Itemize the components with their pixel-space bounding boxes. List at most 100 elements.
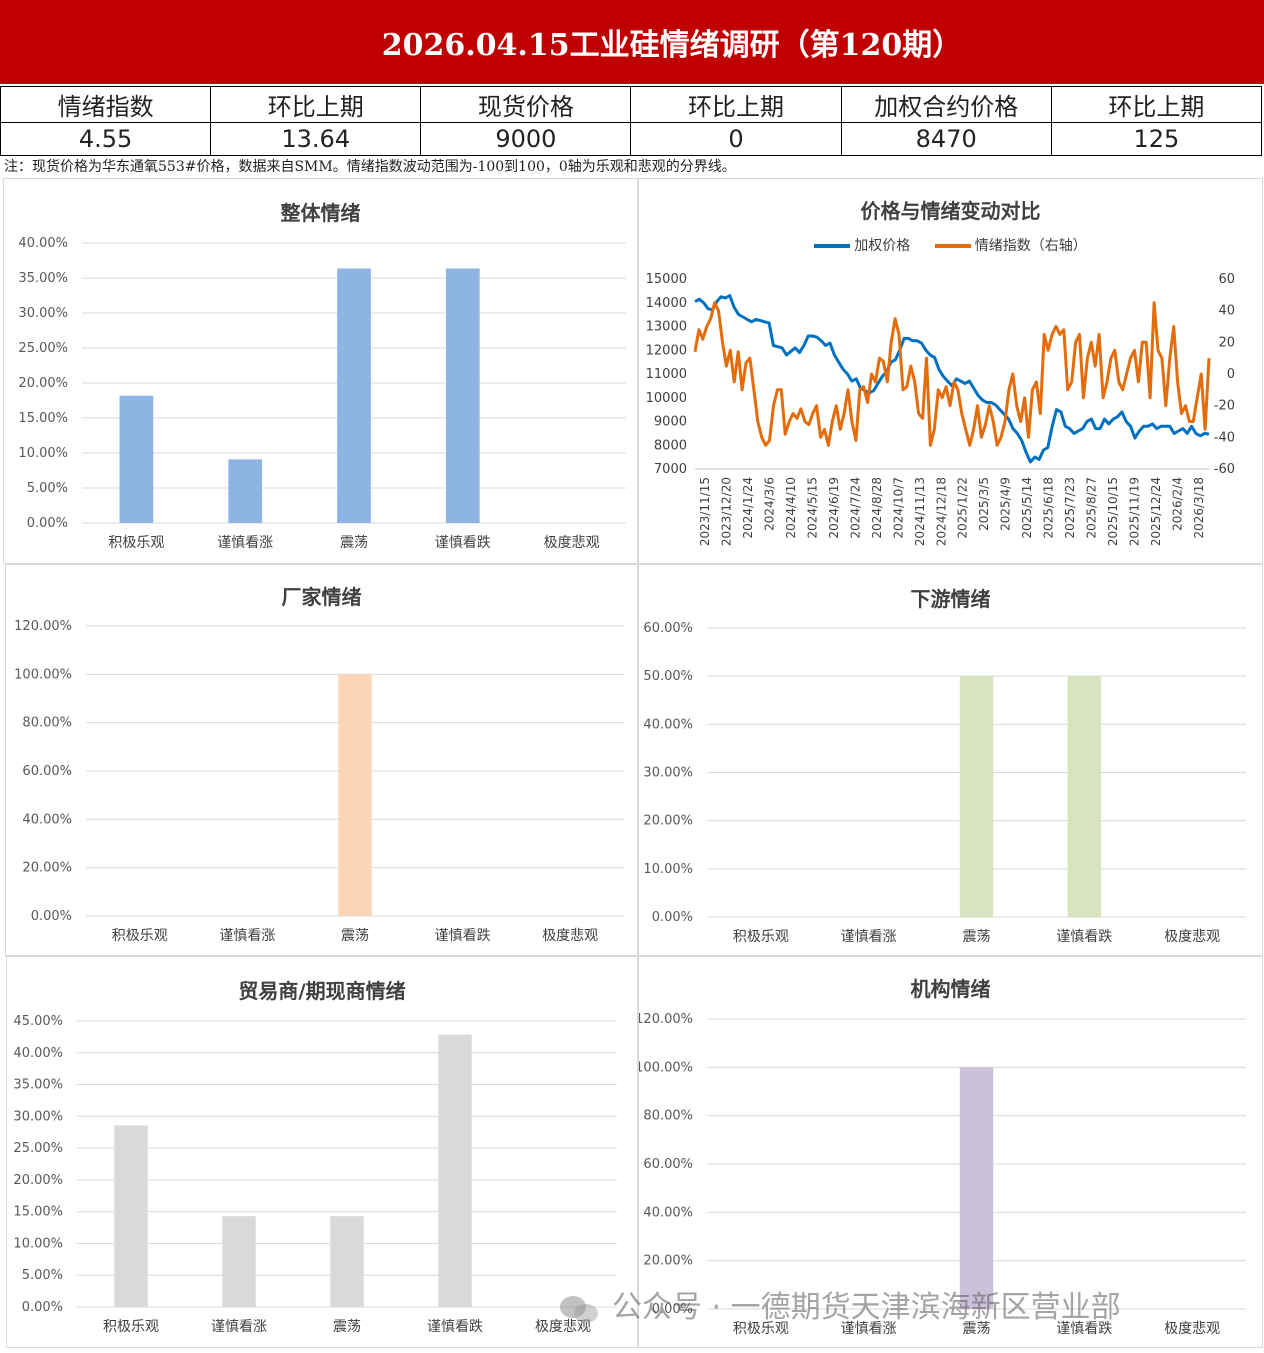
y-left-tick-label: 7000 [654,462,687,477]
y-tick-label: 0.00% [31,909,72,924]
watermark-text: 公众号 · 一德期货天津滨海新区营业部 [612,1290,1121,1325]
bar [959,1067,994,1309]
x-tick-label: 积极乐观 [733,929,789,945]
legend-item-price: 加权价格 [814,238,910,254]
bar [1067,676,1102,917]
y-tick-label: 20.00% [13,1173,63,1188]
chart-title: 下游情绪 [910,587,991,611]
x-tick-label: 震荡 [341,928,369,944]
bar [445,268,480,523]
x-tick-label: 谨慎看跌 [435,928,491,944]
sentiment-series-line [693,301,1211,447]
downstream-sentiment-chart: 0.00% 10.00% 20.00% 30.00% 40.00% 50.00% 60.00… [643,621,1246,945]
y-tick-label: 20.00% [643,1254,693,1269]
y-tick-label: 25.00% [18,341,68,356]
bar [330,1216,364,1307]
x-tick-label: 谨慎看跌 [435,535,491,551]
y-tick-label: 20.00% [22,861,72,876]
x-tick-label: 谨慎看涨 [217,535,273,551]
y-tick-label: 120.00% [14,619,72,634]
x-tick-label: 震荡 [963,1321,991,1337]
y-left-tick-label: 8000 [654,438,687,453]
y-right-tick-label: 20 [1218,335,1235,350]
x-tick-label: 2024/4/10 [784,477,798,539]
x-tick-label: 谨慎看涨 [211,1319,267,1335]
x-tick-label: 极度悲观 [1164,1320,1220,1337]
x-tick-label: 2024/5/15 [805,477,819,539]
summary-value-cell: 8470 [840,122,1052,156]
summary-header-cell: 环比上期 [630,86,842,123]
y-tick-label: 100.00% [14,667,72,682]
x-tick-label: 积极乐观 [112,928,168,944]
y-tick-label: 20.00% [18,376,68,391]
y-tick-label: 40.00% [643,717,693,732]
y-right-tick-label: -40 [1214,430,1235,445]
y-tick-label: 10.00% [643,862,693,877]
trader-sentiment-panel: 贸易商/期现商情绪 0.00% 5.00% 10.00% 15.00% 20.00% 25… [6,956,638,1348]
x-tick-label: 2025/4/9 [999,477,1013,531]
x-tick-label: 震荡 [340,535,368,551]
y-right-tick-label: 60 [1218,272,1235,287]
x-tick-label: 极度悲观 [542,927,598,944]
watermark: 公众号 · 一德期货天津滨海新区营业部 [560,1282,1121,1326]
x-tick-label: 2024/8/28 [870,477,884,539]
x-tick-label: 2023/11/15 [698,477,712,546]
x-tick-label: 2025/1/22 [956,477,970,539]
y-tick-label: 80.00% [643,1109,693,1124]
legend-swatch [814,244,851,248]
x-tick-label: 2025/10/15 [1106,477,1120,546]
x-tick-label: 积极乐观 [733,1321,789,1337]
x-tick-label: 2024/11/13 [913,477,927,546]
x-tick-label: 2024/3/6 [762,477,776,531]
y-left-tick-label: 9000 [654,415,687,430]
x-tick-label: 2025/12/24 [1149,477,1163,546]
y-tick-label: 80.00% [22,716,72,731]
x-tick-label: 2025/5/14 [1020,477,1034,539]
page-title: 2026.04.15工业硅情绪调研（第120期） [381,28,963,63]
x-tick-label: 2024/12/18 [934,477,948,546]
y-tick-label: 5.00% [27,481,68,496]
bar [222,1216,256,1307]
x-tick-label: 极度悲观 [544,534,600,551]
x-tick-label: 积极乐观 [103,1319,159,1335]
x-tick-label: 谨慎看跌 [1056,1321,1112,1337]
y-tick-label: 40.00% [643,1205,693,1220]
x-tick-label: 2026/2/4 [1171,477,1185,531]
price-sentiment-panel: 价格与情绪变动对比 加权价格 情绪指数（右轴） 7000 8000 9000 1000… [638,178,1263,564]
summary-value-cell: 125 [1050,122,1263,156]
summary-value-cell: 9000 [420,122,632,156]
x-tick-label: 2024/1/24 [741,477,755,539]
overall-sentiment-panel: 整体情绪 0.00% 5.00% 10.00% 15.00% 20.00% 25.00% 3… [3,178,638,564]
x-tick-label: 谨慎看涨 [841,929,897,945]
x-tick-label: 2025/7/23 [1063,477,1077,539]
producer-sentiment-panel: 厂家情绪 0.00% 20.00% 40.00% 60.00% 80.00% 100.00… [5,564,638,956]
y-tick-label: 0.00% [27,516,68,531]
x-tick-label: 2026/3/18 [1192,477,1206,539]
y-tick-label: 40.00% [13,1046,63,1061]
y-tick-label: 100.00% [639,1060,693,1075]
summary-header-cell: 环比上期 [210,86,422,123]
x-tick-label: 2025/3/5 [977,477,991,531]
y-tick-label: 20.00% [643,814,693,829]
overall-sentiment-chart: 0.00% 5.00% 10.00% 15.00% 20.00% 25.00% 30.00%… [18,236,626,551]
y-tick-label: 5.00% [22,1268,63,1283]
summary-header-cell: 现货价格 [420,86,632,123]
y-right-tick-label: 40 [1218,304,1235,319]
bar [228,459,263,523]
summary-table: 情绪指数 环比上期 现货价格 环比上期 加权合约价格 环比上期 4.55 13.… [0,86,1263,156]
y-tick-label: 15.00% [18,411,68,426]
x-tick-label: 谨慎看跌 [427,1319,483,1335]
chart-title: 价格与情绪变动对比 [860,199,1041,223]
legend-swatch [934,244,971,248]
legend-item-sentiment: 情绪指数（右轴） [934,238,1087,254]
legend-label: 加权价格 [854,238,911,254]
x-tick-label: 2024/10/7 [891,477,905,539]
chart-title: 贸易商/期现商情绪 [238,979,406,1003]
y-tick-label: 10.00% [18,446,68,461]
x-tick-label: 2024/6/19 [827,477,841,539]
y-tick-label: 60.00% [643,1157,693,1172]
trader-sentiment-chart: 0.00% 5.00% 10.00% 15.00% 20.00% 25.00% 30.00%… [13,1014,617,1335]
y-left-tick-label: 12000 [646,343,687,358]
x-tick-label: 震荡 [963,929,991,945]
y-right-tick-label: 0 [1227,367,1235,382]
